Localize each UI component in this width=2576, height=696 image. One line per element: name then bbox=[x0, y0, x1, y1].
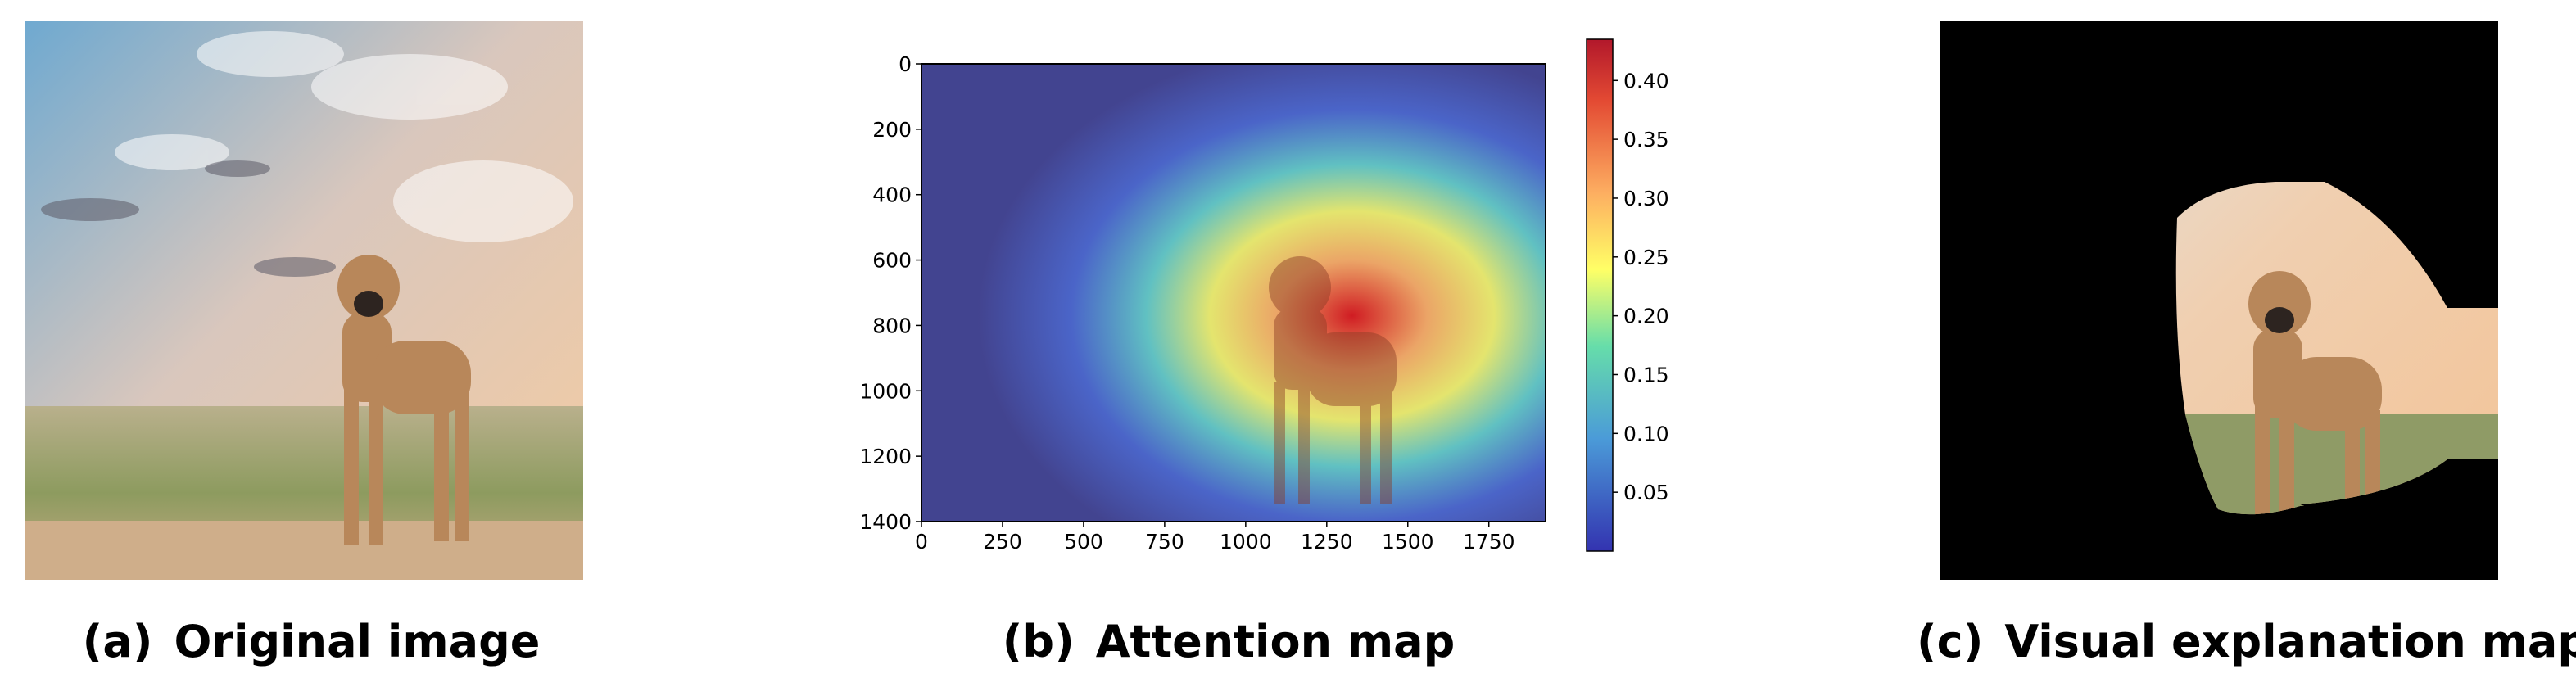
x-tick-label: 1250 bbox=[1301, 530, 1353, 554]
dog-figure-masked bbox=[2248, 271, 2382, 515]
x-tick-label: 1750 bbox=[1463, 530, 1515, 554]
original-image bbox=[25, 21, 583, 580]
y-tick-label: 600 bbox=[872, 249, 912, 273]
caption-b-label: (b) bbox=[1002, 616, 1075, 667]
colorbar bbox=[1586, 38, 1614, 552]
colorbar-axis: 0.40 0.35 0.30 0.25 0.20 0.15 0.10 0.05 bbox=[1613, 69, 1669, 504]
caption-a-label: (a) bbox=[82, 616, 153, 667]
attention-map-figure: 0 200 400 600 800 1000 1200 1400 0 250 500 750 1000… bbox=[859, 38, 1669, 554]
y-axis: 0 200 400 600 800 1000 1200 1400 bbox=[859, 52, 921, 534]
caption-a: (a) Original image bbox=[25, 616, 598, 667]
caption-c-text: Visual explanation map bbox=[2004, 616, 2576, 667]
x-tick-label: 750 bbox=[1145, 530, 1184, 554]
colorbar-tick-label: 0.35 bbox=[1623, 128, 1669, 151]
dog-figure bbox=[337, 255, 471, 545]
caption-c: (c) Visual explanation map bbox=[1917, 616, 2576, 667]
colorbar-tick-label: 0.05 bbox=[1623, 481, 1669, 504]
caption-b: (b) Attention map bbox=[975, 616, 1483, 667]
colorbar-tick-label: 0.20 bbox=[1623, 305, 1669, 328]
y-tick-label: 1400 bbox=[859, 510, 912, 534]
colorbar-tick-label: 0.15 bbox=[1623, 363, 1669, 386]
y-tick-label: 1200 bbox=[859, 445, 912, 468]
caption-b-text: Attention map bbox=[1095, 616, 1456, 667]
colorbar-tick-label: 0.10 bbox=[1623, 422, 1669, 445]
colorbar-tick-label: 0.40 bbox=[1623, 69, 1669, 93]
x-tick-label: 1500 bbox=[1382, 530, 1434, 554]
y-tick-label: 0 bbox=[899, 52, 912, 76]
heatmap-plot bbox=[921, 63, 1546, 522]
colorbar-tick-label: 0.30 bbox=[1623, 187, 1669, 210]
caption-a-text: Original image bbox=[174, 616, 541, 667]
x-axis: 0 250 500 750 1000 1250 1500 1750 bbox=[915, 522, 1515, 554]
dog-silhouette bbox=[1269, 256, 1397, 504]
colorbar-tick-label: 0.25 bbox=[1623, 246, 1669, 269]
caption-c-label: (c) bbox=[1917, 616, 1984, 667]
y-tick-label: 1000 bbox=[859, 379, 912, 403]
x-tick-label: 500 bbox=[1064, 530, 1103, 554]
x-tick-label: 1000 bbox=[1220, 530, 1272, 554]
y-tick-label: 400 bbox=[872, 183, 912, 207]
x-tick-label: 0 bbox=[915, 530, 928, 554]
y-tick-label: 800 bbox=[872, 314, 912, 337]
y-tick-label: 200 bbox=[872, 118, 912, 142]
visual-explanation-image bbox=[1940, 21, 2498, 580]
x-tick-label: 250 bbox=[983, 530, 1022, 554]
